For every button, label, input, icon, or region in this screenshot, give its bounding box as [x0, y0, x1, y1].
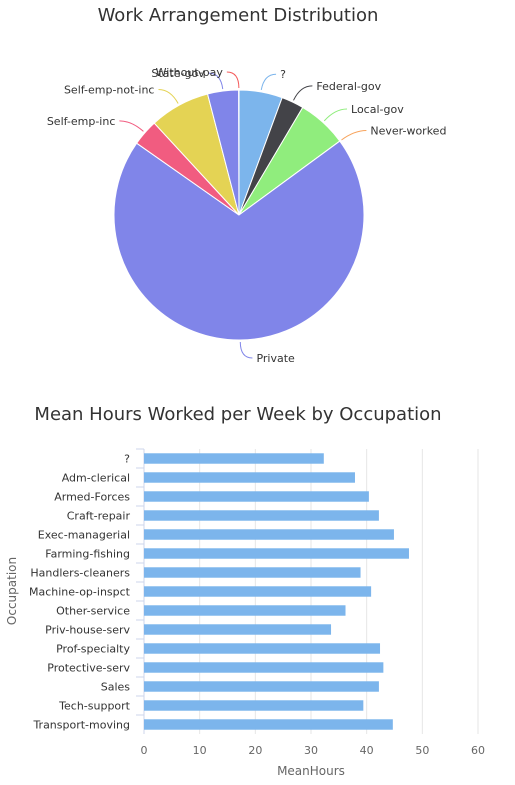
- pie-connector: [158, 88, 179, 104]
- pie-connector: [226, 71, 240, 89]
- pie-connector: [260, 73, 277, 91]
- pie-label: Without-pay: [156, 66, 224, 79]
- bar[interactable]: [144, 510, 379, 521]
- pie-connector: [341, 130, 367, 141]
- pie-label: Federal-gov: [316, 80, 381, 93]
- y-tick-label: ?: [124, 453, 130, 466]
- bar[interactable]: [144, 567, 361, 578]
- y-tick-label: Prof-specialty: [56, 643, 130, 656]
- bar[interactable]: [144, 605, 346, 616]
- x-tick-label: 0: [141, 744, 148, 757]
- y-tick-label: Other-service: [56, 605, 130, 618]
- bar[interactable]: [144, 624, 332, 635]
- x-tick-label: 40: [360, 744, 374, 757]
- pie-label: Never-worked: [370, 125, 446, 138]
- bar-chart-title: Mean Hours Worked per Week by Occupation: [34, 404, 441, 425]
- y-tick-label: Tech-support: [58, 700, 131, 713]
- x-tick-label: 20: [248, 744, 262, 757]
- bar[interactable]: [144, 681, 379, 692]
- x-tick-label: 50: [415, 744, 429, 757]
- x-tick-label: 10: [193, 744, 207, 757]
- x-tick-label: 30: [304, 744, 318, 757]
- pie-label: Self-emp-not-inc: [64, 83, 155, 96]
- y-tick-label: Protective-serv: [47, 662, 130, 675]
- y-tick-label: Adm-clerical: [62, 472, 130, 485]
- y-tick-label: Handlers-cleaners: [30, 567, 130, 580]
- bar[interactable]: [144, 453, 324, 464]
- bar[interactable]: [144, 700, 364, 711]
- y-tick-label: Farming-fishing: [45, 548, 130, 561]
- y-tick-label: Craft-repair: [67, 510, 131, 523]
- y-tick-label: Armed-Forces: [54, 491, 130, 504]
- bar[interactable]: [144, 586, 372, 597]
- pie-label: Self-emp-inc: [47, 115, 116, 128]
- pie-chart: ? Federal-gov Local-gov Never-worked Private…: [47, 66, 447, 365]
- pie-chart-title: Work Arrangement Distribution: [98, 5, 379, 26]
- pie-label: State-gov: [151, 67, 205, 80]
- y-tick-label: Exec-managerial: [38, 529, 130, 542]
- bar[interactable]: [144, 548, 409, 559]
- bar[interactable]: [144, 719, 393, 730]
- pie-connector: [119, 120, 144, 132]
- bar[interactable]: [144, 662, 384, 673]
- pie-connector: [208, 72, 224, 90]
- bar-chart: 0 10 20 30 40 50 60? Adm-clerical Armed-Forces Cr…: [29, 448, 485, 757]
- pie-label: Local-gov: [351, 103, 404, 116]
- bar[interactable]: [144, 472, 355, 483]
- bar[interactable]: [144, 529, 394, 540]
- bar[interactable]: [144, 643, 381, 654]
- pie-label: ?: [280, 68, 286, 81]
- pie-connector: [239, 341, 253, 359]
- bar[interactable]: [144, 491, 369, 502]
- pie-slice[interactable]: [113, 140, 365, 341]
- y-tick-label: Transport-moving: [32, 719, 130, 732]
- pie-label: Private: [256, 352, 295, 365]
- x-axis-title: MeanHours: [277, 764, 345, 778]
- pie-connector: [293, 85, 313, 101]
- y-axis-title: Occupation: [5, 557, 19, 625]
- x-tick-label: 60: [471, 744, 485, 757]
- y-tick-label: Priv-house-serv: [45, 624, 130, 637]
- pie-connector: [323, 108, 348, 122]
- y-tick-label: Sales: [101, 681, 131, 694]
- y-tick-label: Machine-op-inspct: [29, 586, 131, 599]
